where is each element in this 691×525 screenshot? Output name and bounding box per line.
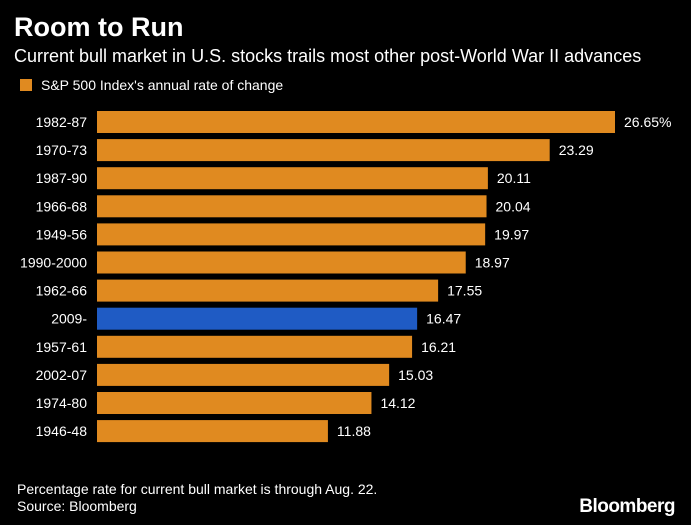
bar-1957-61 — [97, 335, 413, 358]
value-label-1982-87: 26.65% — [624, 114, 671, 130]
legend-label: S&P 500 Index's annual rate of change — [41, 77, 284, 93]
footnote: Percentage rate for current bull market … — [17, 481, 378, 497]
value-label-1949-56: 19.97 — [494, 226, 529, 242]
category-label-1966-68: 1966-68 — [36, 198, 88, 214]
bar-1987-90 — [97, 167, 488, 190]
bar-1946-48 — [97, 420, 328, 443]
bar-2009 — [97, 307, 418, 330]
bar-1974-80 — [97, 392, 372, 414]
category-label-1970-73: 1970-73 — [36, 142, 88, 158]
category-label-1946-48: 1946-48 — [36, 423, 88, 439]
value-label-1987-90: 20.11 — [497, 170, 531, 186]
value-label-1974-80: 14.12 — [380, 395, 415, 411]
bar-1962-66 — [97, 279, 439, 302]
value-label-1957-61: 16.21 — [421, 339, 456, 355]
bar-1949-56 — [97, 223, 486, 246]
legend: S&P 500 Index's annual rate of change — [20, 76, 283, 94]
category-label-1987-90: 1987-90 — [36, 170, 88, 186]
category-label-2009: 2009- — [51, 311, 87, 327]
category-label-1962-66: 1962-66 — [36, 283, 88, 299]
chart-subtitle: Current bull market in U.S. stocks trail… — [14, 46, 642, 66]
legend-swatch — [20, 79, 32, 91]
value-label-1990-2000: 18.97 — [475, 255, 510, 271]
value-label-2002-07: 15.03 — [398, 367, 433, 383]
value-label-1970-73: 23.29 — [559, 142, 594, 158]
bar-1970-73 — [97, 139, 550, 162]
category-label-1990-2000: 1990-2000 — [20, 255, 87, 271]
category-label-1982-87: 1982-87 — [36, 114, 88, 130]
category-label-1949-56: 1949-56 — [36, 226, 88, 242]
value-label-2009: 16.47 — [426, 311, 461, 327]
category-label-1974-80: 1974-80 — [36, 395, 88, 411]
source-note: Source: Bloomberg — [17, 498, 137, 514]
value-label-1946-48: 11.88 — [337, 423, 371, 439]
bloomberg-logo: Bloomberg — [579, 496, 675, 517]
bar-2002-07 — [97, 363, 390, 386]
bar-1982-87 — [97, 111, 615, 133]
bar-1990-2000 — [97, 251, 466, 274]
category-label-1957-61: 1957-61 — [36, 339, 88, 355]
bar-1966-68 — [97, 195, 487, 218]
chart-title: Room to Run — [14, 12, 184, 42]
value-label-1962-66: 17.55 — [447, 283, 482, 299]
category-label-2002-07: 2002-07 — [36, 367, 88, 383]
value-label-1966-68: 20.04 — [496, 198, 531, 214]
